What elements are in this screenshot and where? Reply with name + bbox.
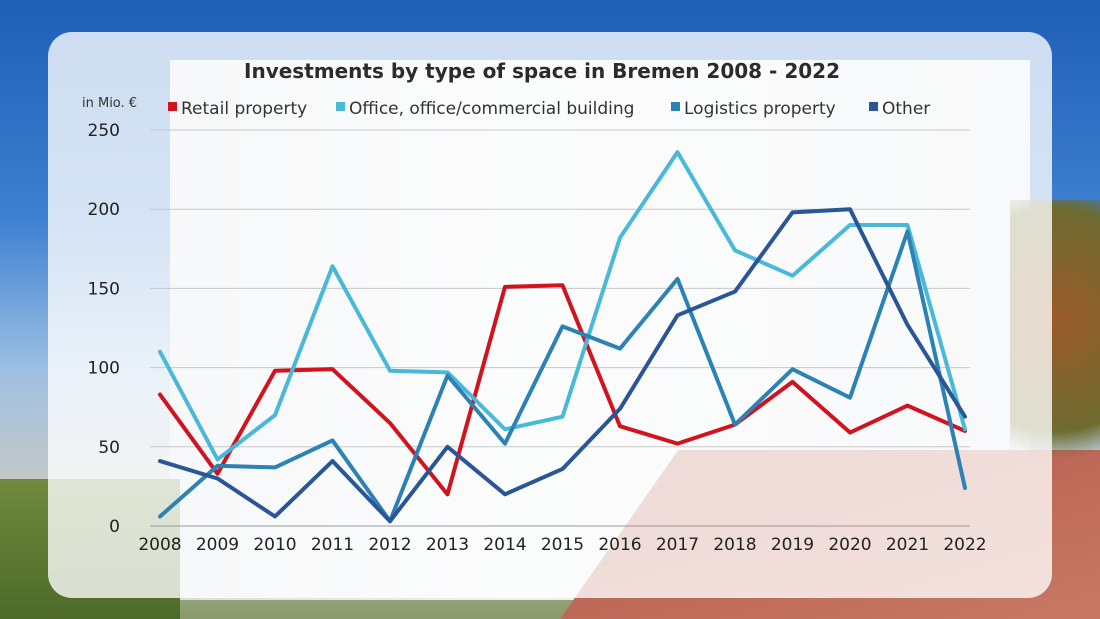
x-tick-label-14: 2022 (943, 535, 986, 555)
legend-swatch-3 (869, 102, 878, 111)
series-line-3 (158, 207, 967, 524)
y-tick-label-4: 200 (88, 200, 120, 220)
legend-swatch-2 (671, 102, 680, 111)
chart-panel (48, 32, 1052, 598)
legend-label-3: Other (882, 99, 930, 119)
y-tick-label-1: 50 (98, 438, 120, 458)
grid-lines (150, 129, 970, 527)
series-line-1 (158, 150, 967, 462)
series-line-2 (158, 229, 967, 524)
x-tick-label-6: 2014 (483, 535, 526, 555)
y-tick-label-0: 0 (109, 517, 120, 537)
x-tick-label-10: 2018 (713, 535, 756, 555)
legend-label-2: Logistics property (684, 99, 836, 119)
legend: Retail property Office, office/commercial… (168, 99, 930, 119)
x-tick-label-13: 2021 (886, 535, 929, 555)
x-axis-ticks: 2008 2009 2010 2011 2012 2013 2014 2015 2016 2017… (138, 535, 986, 555)
legend-swatch-1 (336, 102, 345, 111)
y-axis-ticks: 0 50 100 150 200 250 (88, 121, 120, 537)
x-tick-label-12: 2020 (828, 535, 871, 555)
x-tick-label-4: 2012 (368, 535, 411, 555)
x-tick-label-1: 2009 (196, 535, 239, 555)
y-tick-label-5: 250 (88, 121, 120, 141)
chart-title: Investments by type of space in Bremen 2… (244, 59, 840, 83)
legend-swatch-0 (168, 102, 177, 111)
legend-label-0: Retail property (181, 99, 307, 119)
x-tick-label-8: 2016 (598, 535, 641, 555)
x-tick-label-5: 2013 (426, 535, 469, 555)
y-tick-label-3: 150 (88, 279, 120, 299)
x-tick-label-9: 2017 (656, 535, 699, 555)
x-tick-label-0: 2008 (138, 535, 181, 555)
y-tick-label-2: 100 (88, 359, 120, 379)
x-tick-label-3: 2011 (311, 535, 354, 555)
series-lines (158, 150, 967, 524)
y-axis-unit: in Mio. € (82, 96, 137, 111)
x-tick-label-7: 2015 (541, 535, 584, 555)
legend-label-1: Office, office/commercial building (349, 99, 634, 119)
x-tick-label-11: 2019 (771, 535, 814, 555)
x-tick-label-2: 2010 (253, 535, 296, 555)
